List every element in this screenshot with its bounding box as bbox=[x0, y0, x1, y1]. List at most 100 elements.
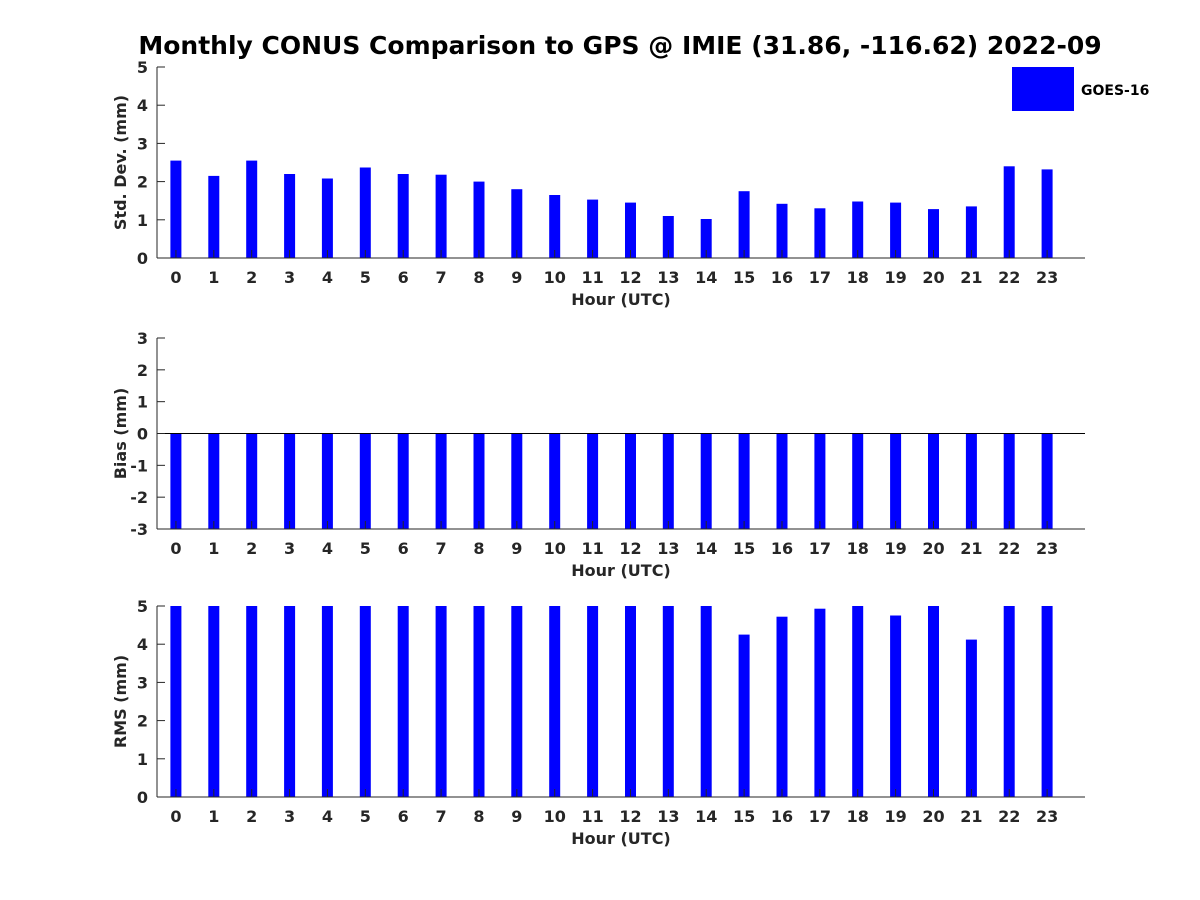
bias-bar-19 bbox=[890, 433, 902, 529]
std-dev-x-tick-label: 5 bbox=[360, 268, 371, 287]
bias-bar-18 bbox=[852, 433, 864, 529]
std-dev-bar-5 bbox=[359, 167, 371, 258]
std-dev-bar-8 bbox=[473, 181, 485, 258]
bias-x-tick-label: 1 bbox=[208, 539, 219, 558]
bias-x-tick-label: 23 bbox=[1036, 539, 1058, 558]
rms-bar-3 bbox=[284, 606, 296, 797]
rms-x-tick-label: 23 bbox=[1036, 807, 1058, 826]
rms-x-tick-label: 21 bbox=[960, 807, 982, 826]
rms-x-tick-label: 20 bbox=[922, 807, 944, 826]
bias-x-tick-label: 6 bbox=[398, 539, 409, 558]
rms-y-tick-label: 1 bbox=[137, 750, 148, 769]
rms-y-tick-label: 4 bbox=[137, 635, 148, 654]
std-dev-bar-9 bbox=[511, 189, 523, 258]
legend-swatch-goes-16 bbox=[1012, 67, 1074, 111]
bias-x-tick-label: 3 bbox=[284, 539, 295, 558]
rms-bar-23 bbox=[1041, 606, 1053, 797]
std-dev-bar-13 bbox=[662, 216, 674, 258]
rms-x-tick-label: 14 bbox=[695, 807, 717, 826]
bias-x-tick-label: 19 bbox=[884, 539, 906, 558]
rms-bar-13 bbox=[662, 606, 674, 797]
bias-y-tick-label: -3 bbox=[130, 520, 148, 539]
rms-y-tick-label: 0 bbox=[137, 788, 148, 807]
bias-x-tick-label: 9 bbox=[511, 539, 522, 558]
legend: GOES-16 bbox=[1012, 67, 1149, 111]
std-dev-x-tick-label: 15 bbox=[733, 268, 755, 287]
std-dev-bar-23 bbox=[1041, 169, 1053, 258]
rms-x-tick-label: 19 bbox=[884, 807, 906, 826]
std-dev-y-tick-label: 2 bbox=[137, 173, 148, 192]
bias-bar-17 bbox=[814, 433, 826, 529]
bias-y-tick-label: 0 bbox=[137, 425, 148, 444]
std-dev-y-tick-label: 1 bbox=[137, 211, 148, 230]
rms-bar-9 bbox=[511, 606, 523, 797]
std-dev-x-tick-label: 3 bbox=[284, 268, 295, 287]
bias-bar-6 bbox=[397, 433, 409, 529]
rms-x-tick-label: 16 bbox=[771, 807, 793, 826]
rms-y-tick-label: 5 bbox=[137, 597, 148, 616]
bias-x-tick-label: 21 bbox=[960, 539, 982, 558]
rms-y-tick-label: 3 bbox=[137, 673, 148, 692]
bias-bar-0 bbox=[170, 433, 182, 529]
std-dev-x-tick-label: 14 bbox=[695, 268, 717, 287]
rms-x-tick-label: 15 bbox=[733, 807, 755, 826]
bias-bar-22 bbox=[1003, 433, 1015, 529]
std-dev-x-tick-label: 7 bbox=[436, 268, 447, 287]
rms-x-tick-label: 0 bbox=[170, 807, 181, 826]
std-dev-bar-11 bbox=[587, 199, 599, 258]
rms-bar-20 bbox=[928, 606, 939, 797]
bias-x-tick-label: 7 bbox=[436, 539, 447, 558]
std-dev-y-axis-label: Std. Dev. (mm) bbox=[111, 95, 130, 230]
bias-x-tick-label: 10 bbox=[544, 539, 566, 558]
bias-bar-10 bbox=[549, 433, 561, 529]
bias-bar-11 bbox=[587, 433, 599, 529]
bias-y-tick-label: 1 bbox=[137, 393, 148, 412]
rms-x-tick-label: 18 bbox=[847, 807, 869, 826]
std-dev-bar-3 bbox=[284, 174, 296, 258]
std-dev-bar-2 bbox=[246, 160, 258, 258]
std-dev-y-tick-label: 5 bbox=[137, 58, 148, 77]
rms-bar-16 bbox=[776, 616, 788, 797]
std-dev-x-tick-label: 12 bbox=[619, 268, 641, 287]
rms-bar-19 bbox=[890, 615, 902, 797]
std-dev-x-tick-label: 23 bbox=[1036, 268, 1058, 287]
rms-bar-7 bbox=[435, 606, 447, 797]
rms-bar-0 bbox=[170, 606, 182, 797]
rms-bar-8 bbox=[473, 606, 485, 797]
std-dev-bar-21 bbox=[965, 206, 977, 258]
bias-bar-7 bbox=[435, 433, 447, 529]
rms-x-tick-label: 13 bbox=[657, 807, 679, 826]
std-dev-bar-18 bbox=[852, 201, 864, 258]
std-dev-x-axis-label: Hour (UTC) bbox=[571, 290, 671, 309]
rms-bar-11 bbox=[587, 606, 599, 797]
std-dev-bar-4 bbox=[321, 178, 333, 258]
bias-x-tick-label: 18 bbox=[847, 539, 869, 558]
bias-x-tick-label: 14 bbox=[695, 539, 717, 558]
std-dev-x-tick-label: 4 bbox=[322, 268, 333, 287]
rms-bar-22 bbox=[1003, 606, 1015, 797]
bias-bar-14 bbox=[700, 433, 712, 529]
rms-bar-21 bbox=[965, 639, 977, 797]
std-dev-x-tick-label: 21 bbox=[960, 268, 982, 287]
bias-y-tick-label: -1 bbox=[130, 456, 148, 475]
bias-x-tick-label: 11 bbox=[581, 539, 603, 558]
rms-bar-4 bbox=[321, 606, 333, 797]
bias-bar-1 bbox=[208, 433, 220, 529]
rms-x-tick-label: 9 bbox=[511, 807, 522, 826]
bias-bar-9 bbox=[511, 433, 523, 529]
rms-bar-14 bbox=[700, 606, 712, 797]
std-dev-bar-17 bbox=[814, 208, 826, 258]
chart-title: Monthly CONUS Comparison to GPS @ IMIE (… bbox=[138, 31, 1101, 60]
bias-x-axis-label: Hour (UTC) bbox=[571, 561, 671, 580]
rms-x-tick-label: 8 bbox=[473, 807, 484, 826]
bias-bar-20 bbox=[928, 433, 939, 529]
bias-bar-23 bbox=[1041, 433, 1053, 529]
rms-x-tick-label: 12 bbox=[619, 807, 641, 826]
rms-x-tick-label: 7 bbox=[436, 807, 447, 826]
std-dev-x-tick-label: 22 bbox=[998, 268, 1020, 287]
rms-y-tick-label: 2 bbox=[137, 712, 148, 731]
bias-x-tick-label: 0 bbox=[170, 539, 181, 558]
bias-y-tick-label: 3 bbox=[137, 329, 148, 348]
bias-x-tick-label: 2 bbox=[246, 539, 257, 558]
